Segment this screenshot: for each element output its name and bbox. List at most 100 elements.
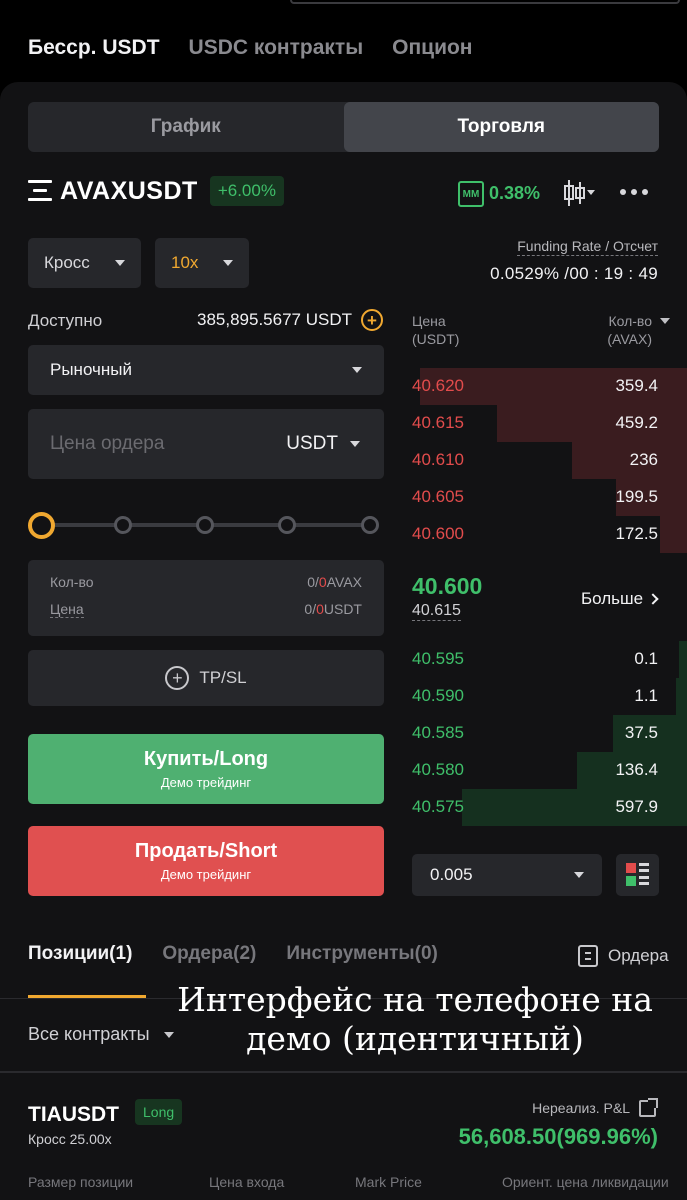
depth-bar [577,752,687,789]
margin-mode-dropdown[interactable]: Кросс [28,238,141,288]
ask-qty: 236 [629,450,658,469]
orderbook-more-link[interactable]: Больше [581,589,659,609]
mm-rate: 0.38% [489,183,541,203]
bid-price: 40.595 [412,649,464,668]
position-side-badge: Long [135,1099,183,1125]
quantity-slider[interactable] [28,510,384,540]
position-symbol[interactable]: TIAUSDT [28,1103,119,1126]
buy-label: Купить/Long [143,748,269,770]
price-unit-selector[interactable]: USDT [286,433,360,455]
unrealized-pnl-label: Нереализ. P&L [532,1100,630,1116]
bid-qty: 136.4 [615,760,658,779]
bid-qty: 37.5 [624,723,658,742]
ask-price: 40.605 [412,487,464,506]
bid-price: 40.580 [412,760,464,779]
orderbook-layout-icon[interactable] [616,854,659,896]
tpsl-button[interactable]: + TP/SL [28,650,384,706]
candlestick-chart-icon[interactable] [562,178,596,208]
sell-short-button[interactable]: Продать/Short Демо трейдинг [28,826,384,896]
orderbook-ask-row[interactable]: 40.600 172.5 [412,516,687,553]
order-summary: Кол-во 0/0AVAX Цена 0/0USDT [28,560,384,636]
last-price: 40.600 [412,573,483,599]
plus-circle-icon: + [165,666,190,690]
bid-price: 40.585 [412,723,464,742]
tab-usdt-perpetual[interactable]: Бесср. USDT [28,36,160,59]
contract-filter-dropdown[interactable]: Все контракты [28,1024,174,1045]
orders-link-label: Ордера [608,946,669,965]
slider-node-25[interactable] [114,516,132,534]
order-type-dropdown[interactable]: Рыночный [28,345,384,395]
available-balance: 385,895.5677 USDT [197,310,352,329]
orderbook-bid-row[interactable]: 40.580 136.4 [412,752,687,789]
tab-options[interactable]: Опцион [392,36,473,59]
depth-bar [497,405,687,442]
depth-bar [612,715,687,752]
buy-long-button[interactable]: Купить/Long Демо трейдинг [28,734,384,804]
depth-bar [676,678,687,715]
orderbook-ask-row[interactable]: 40.620 359.4 [412,368,687,405]
price-label: Цена [50,601,84,618]
tabs-divider [0,998,687,999]
depth-bar [420,368,687,405]
tab-usdc-contracts[interactable]: USDC контракты [188,36,364,59]
orderbook-bid-row[interactable]: 40.590 1.1 [412,678,687,715]
order-type-value: Рыночный [50,360,132,379]
more-label: Больше [581,589,644,608]
bid-qty: 0.1 [634,649,658,668]
order-price-field: USDT [28,409,384,479]
leverage-dropdown[interactable]: 10x [155,238,249,288]
sell-sublabel: Демо трейдинг [160,867,252,882]
orderbook-bid-row[interactable]: 40.585 37.5 [412,715,687,752]
orderbook-ask-row[interactable]: 40.605 199.5 [412,479,687,516]
symbol-menu-icon [28,180,52,202]
price-step-dropdown[interactable]: 0.005 [412,854,602,896]
slider-node-75[interactable] [278,516,296,534]
qty-value: 0/0AVAX [307,574,362,590]
slider-node-50[interactable] [196,516,214,534]
orderbook-price-head: Цена (USDT) [412,313,460,347]
chevron-down-icon [350,441,360,447]
slider-node-0[interactable] [28,512,55,539]
chevron-down-icon [574,872,584,878]
orderbook-bid-row[interactable]: 40.595 0.1 [412,641,687,678]
slider-node-100[interactable] [361,516,379,534]
ask-price: 40.610 [412,450,464,469]
orderbook-bid-row[interactable]: 40.575 597.9 [412,789,687,826]
ask-qty: 359.4 [615,376,658,395]
unrealized-pnl-value: 56,608.50(969.96%) [458,1124,658,1149]
orderbook-ask-row[interactable]: 40.610 236 [412,442,687,479]
ask-qty: 172.5 [615,524,658,543]
ask-price: 40.600 [412,524,464,543]
tab-positions[interactable]: Позиции(1) [28,943,133,964]
tab-tools[interactable]: Инструменты(0) [286,943,438,964]
depth-bar [615,479,687,516]
contract-filter-value: Все контракты [28,1024,150,1044]
col-mark-price: Mark Price [355,1174,422,1190]
orderbook-ask-row[interactable]: 40.615 459.2 [412,405,687,442]
mark-price[interactable]: 40.615 [412,602,461,621]
bid-qty: 597.9 [615,797,658,816]
position-margin-mode: Кросс 25.00x [28,1131,112,1147]
symbol-header[interactable]: AVAXUSDT +6.00% [28,176,284,206]
document-icon [578,945,598,967]
more-options-icon[interactable] [620,189,648,195]
buy-sublabel: Демо трейдинг [160,775,252,790]
qty-label: Кол-во [50,574,94,590]
col-entry-price: Цена входа [209,1174,285,1190]
share-icon[interactable] [639,1098,658,1117]
funding-rate-label[interactable]: Funding Rate / Отсчет [517,238,658,256]
add-funds-icon[interactable]: + [361,309,383,331]
segment-chart[interactable]: График [150,116,221,137]
tab-orders[interactable]: Ордера(2) [162,943,257,964]
positions-tabs: Позиции(1) Ордера(2) Инструменты(0) [28,943,438,965]
ask-qty: 199.5 [615,487,658,506]
orderbook-qty-head[interactable]: Кол-во (AVAX) [607,312,670,348]
order-price-input[interactable] [50,429,250,459]
symbol-name: AVAXUSDT [60,176,198,205]
orders-history-link[interactable]: Ордера [578,945,669,967]
segment-trade[interactable]: Торговля [343,102,659,152]
tpsl-label: TP/SL [199,668,247,687]
active-tab-indicator [28,995,146,998]
card-separator [0,1071,687,1073]
chevron-down-icon [660,318,670,324]
